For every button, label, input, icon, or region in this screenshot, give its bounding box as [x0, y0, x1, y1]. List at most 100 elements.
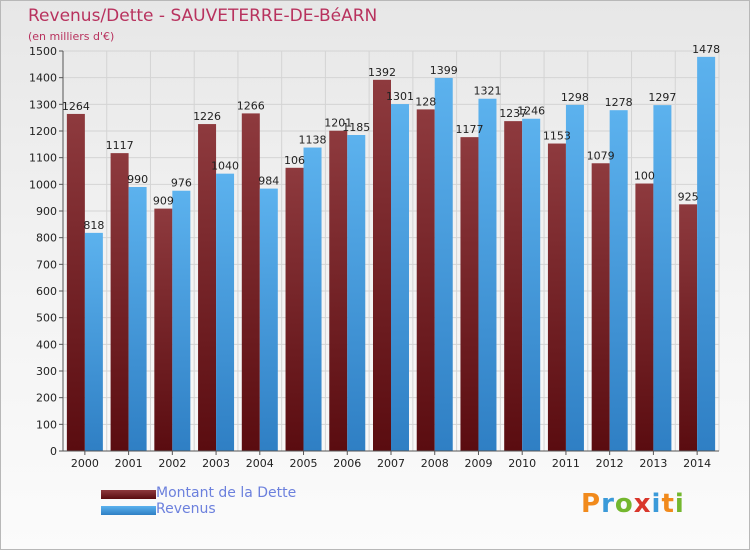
bar-dette — [416, 109, 435, 452]
data-label-revenus: 1297 — [648, 91, 676, 104]
bar-revenus — [653, 105, 672, 451]
bar-revenus — [216, 173, 235, 451]
data-label-revenus: 990 — [127, 173, 148, 186]
bar-dette — [679, 204, 698, 451]
data-label-dette: 1226 — [193, 110, 221, 123]
bar-revenus — [303, 147, 322, 452]
data-label-dette: 1201 — [324, 117, 352, 130]
logo-letter: P — [581, 489, 602, 519]
y-tick-label: 1500 — [29, 45, 57, 58]
y-tick-label: 1300 — [29, 98, 57, 111]
y-tick-label: 1200 — [29, 125, 57, 138]
data-label-revenus: 1138 — [299, 134, 327, 147]
y-tick-label: 1400 — [29, 72, 57, 85]
bar-revenus — [84, 232, 103, 451]
x-tick-label: 2005 — [290, 457, 318, 470]
x-tick-label: 2007 — [377, 457, 405, 470]
bar-dette — [504, 121, 523, 451]
data-label-revenus: 984 — [258, 175, 279, 188]
logo-letter: x — [633, 489, 652, 519]
data-label-revenus: 1478 — [692, 43, 720, 56]
bar-dette — [329, 130, 348, 451]
data-label-dette: 106 — [284, 154, 305, 167]
bar-revenus — [172, 190, 191, 451]
y-tick-label: 1100 — [29, 152, 57, 165]
bar-dette — [285, 167, 304, 452]
y-tick-label: 900 — [36, 205, 57, 218]
x-tick-label: 2006 — [333, 457, 361, 470]
y-tick-label: 1000 — [29, 178, 57, 191]
legend-item-dette: Montant de la Dette — [101, 485, 341, 504]
y-tick-label: 700 — [36, 258, 57, 271]
x-tick-label: 2010 — [508, 457, 536, 470]
bar-dette — [154, 208, 173, 451]
data-label-revenus: 1278 — [605, 96, 633, 109]
bar-dette — [373, 79, 391, 452]
logo-letter: t — [661, 489, 675, 519]
bar-revenus — [565, 104, 584, 451]
bar-dette — [198, 124, 217, 452]
bars — [66, 56, 716, 452]
legend-swatch-revenus — [101, 506, 156, 515]
y-tick-label: 400 — [36, 338, 57, 351]
bar-dette — [547, 143, 566, 452]
data-label-dette: 1266 — [237, 99, 265, 112]
bar-revenus — [347, 135, 366, 451]
data-label-revenus: 1246 — [517, 105, 545, 118]
data-label-dette: 1264 — [62, 100, 90, 113]
bar-revenus — [522, 118, 541, 451]
data-label-dette: 100 — [634, 170, 655, 183]
x-tick-label: 2013 — [639, 457, 667, 470]
y-tick-label: 800 — [36, 232, 57, 245]
x-tick-label: 2004 — [246, 457, 274, 470]
data-label-dette: 1392 — [368, 66, 396, 79]
data-label-revenus: 1321 — [473, 85, 501, 98]
data-label-dette: 1153 — [543, 130, 571, 143]
logo-letter: i — [651, 489, 662, 519]
data-label-revenus: 1298 — [561, 91, 589, 104]
proxiti-logo: Proxiti — [581, 489, 685, 519]
data-label-dette: 1117 — [106, 139, 134, 152]
data-label-dette: 925 — [678, 190, 699, 203]
x-tick-label: 2008 — [421, 457, 449, 470]
axes: 0 100 200 300 400 500 600 700 800 900 1000 1100 1200… — [29, 45, 719, 470]
x-tick-label: 2011 — [552, 457, 580, 470]
data-label-revenus: 1301 — [386, 90, 414, 103]
legend-label-dette: Montant de la Dette — [156, 485, 297, 501]
legend-label-revenus: Revenus — [156, 501, 216, 517]
legend-item-revenus: Revenus — [101, 501, 341, 520]
data-label-dette: 909 — [153, 195, 174, 208]
data-label-dette: 1079 — [587, 149, 615, 162]
x-tick-label: 2012 — [596, 457, 624, 470]
data-label-revenus: 976 — [171, 177, 192, 190]
x-tick-label: 2014 — [683, 457, 711, 470]
bar-dette — [110, 153, 129, 451]
bar-revenus — [478, 98, 497, 451]
data-label-dette: 128 — [415, 95, 436, 108]
bar-dette — [591, 163, 610, 451]
x-tick-label: 2001 — [115, 457, 143, 470]
data-label-revenus: 1185 — [342, 121, 370, 134]
bar-revenus — [434, 77, 453, 451]
bar-revenus — [391, 104, 409, 452]
x-tick-label: 2009 — [464, 457, 492, 470]
y-tick-label: 500 — [36, 312, 57, 325]
chart-title: Revenus/Dette - SAUVETERRE-DE-BéARN — [28, 6, 378, 26]
logo-letter: o — [614, 489, 634, 519]
data-label-revenus: 818 — [83, 219, 104, 232]
data-label-dette: 1177 — [455, 123, 483, 136]
chart-subtitle: (en milliers d'€) — [28, 30, 115, 43]
logo-letter: r — [601, 489, 615, 519]
bar-dette — [241, 113, 260, 452]
x-tick-label: 2000 — [71, 457, 99, 470]
bar-revenus — [259, 188, 278, 451]
y-tick-label: 600 — [36, 285, 57, 298]
x-tick-label: 2003 — [202, 457, 230, 470]
data-label-revenus: 1399 — [430, 64, 458, 77]
data-label-revenus: 1040 — [211, 160, 239, 173]
bar-dette — [66, 113, 85, 451]
data-label-dette: 1237 — [499, 107, 527, 120]
bar-revenus — [697, 56, 716, 451]
